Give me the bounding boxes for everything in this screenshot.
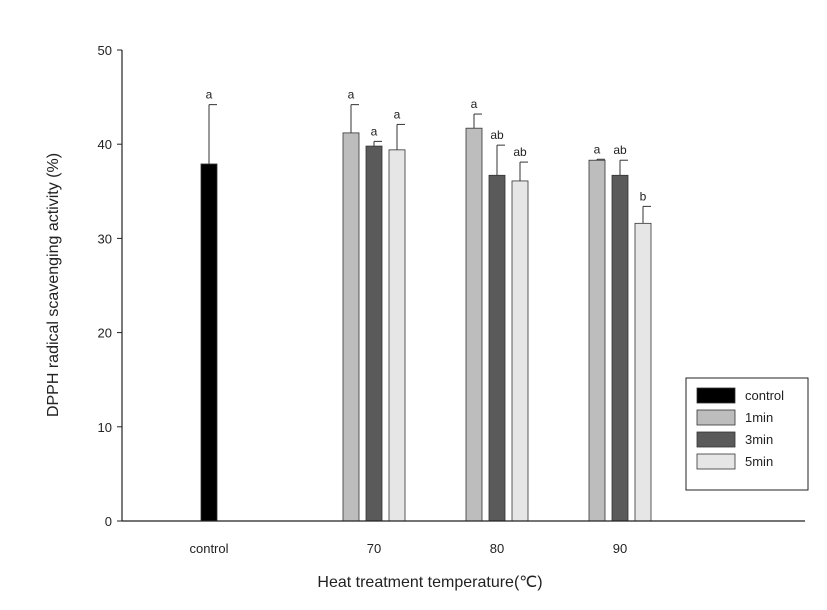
y-tick-label: 50	[98, 43, 112, 58]
significance-label: a	[348, 88, 355, 102]
significance-label: a	[394, 107, 401, 121]
y-axis-title: DPPH radical scavenging activity (%)	[45, 153, 62, 417]
y-tick-label: 0	[105, 514, 112, 529]
significance-label: ab	[513, 145, 527, 159]
legend-items: control 1min 3min 5min	[696, 387, 784, 470]
significance-label: a	[471, 97, 478, 111]
bar-90-1min	[588, 159, 606, 522]
x-tick-labels: control 70 80 90	[189, 541, 627, 556]
x-axis-title: Heat treatment temperature(℃)	[317, 574, 542, 591]
y-tick-label: 10	[98, 420, 112, 435]
x-tick-label: 90	[613, 541, 627, 556]
legend-label-1min: 1min	[745, 410, 773, 425]
y-tick-label: 20	[98, 326, 112, 341]
bar-70-3min	[365, 145, 383, 522]
legend-swatch-3min	[696, 431, 736, 448]
x-tick-label: 80	[490, 541, 504, 556]
significance-label: a	[206, 88, 213, 102]
axes-layer	[121, 50, 805, 522]
significance-label: b	[640, 189, 647, 203]
bar-80-1min	[465, 127, 483, 522]
legend-swatch-control	[696, 387, 736, 404]
x-tick-label: control	[189, 541, 228, 556]
bar-control-control	[200, 163, 218, 522]
bar-70-1min	[342, 132, 360, 522]
significance-label: ab	[490, 128, 504, 142]
legend-label-control: control	[745, 388, 784, 403]
legend-swatch-5min	[696, 453, 736, 470]
bar-80-3min	[488, 174, 506, 522]
legend: control 1min 3min 5min	[685, 377, 809, 491]
x-tick-label: 70	[367, 541, 381, 556]
legend-swatch-1min	[696, 409, 736, 426]
bar-90-5min	[634, 222, 652, 522]
bar-90-3min	[611, 174, 629, 522]
significance-label: a	[371, 124, 378, 138]
legend-label-3min: 3min	[745, 432, 773, 447]
y-ticks: 0 10 20 30 40 50	[98, 43, 122, 529]
bar-80-5min	[511, 180, 529, 522]
significance-label: ab	[613, 143, 627, 157]
bar-70-5min	[388, 149, 406, 522]
y-tick-label: 30	[98, 231, 112, 246]
legend-label-5min: 5min	[745, 454, 773, 469]
significance-label: a	[594, 142, 601, 156]
y-tick-label: 40	[98, 137, 112, 152]
